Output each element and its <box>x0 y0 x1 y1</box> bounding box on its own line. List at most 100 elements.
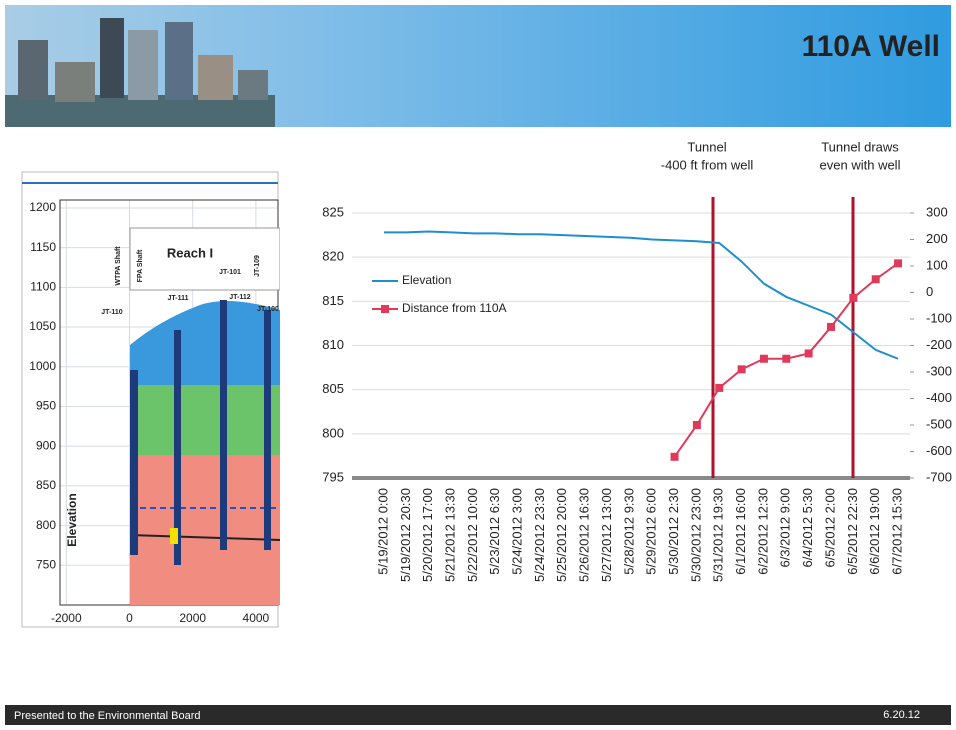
section-label: JT-110 <box>101 309 123 316</box>
x-tick-label: 5/30/2012 2:30 <box>666 488 681 575</box>
point-marker <box>849 293 858 302</box>
x-tick-label: 6/1/2012 16:00 <box>733 488 748 575</box>
point-marker <box>759 354 768 363</box>
x-tick-label: 0 <box>126 611 133 625</box>
y-tick-label: 825 <box>322 204 344 219</box>
x-tick-label: 5/19/2012 20:30 <box>398 488 413 582</box>
y-tick-label: 1000 <box>29 359 56 373</box>
section-label: Reach I <box>167 245 213 260</box>
y-tick-label: 795 <box>322 469 344 484</box>
point-marker <box>737 365 746 374</box>
annotation: even with well <box>820 157 901 172</box>
x-tick-label: 4000 <box>243 611 270 625</box>
x-tick-label: 6/5/2012 22:30 <box>845 488 860 575</box>
geology: Reach I WTPA Shaft FPA Shaft JT-109 JT-110 JT… <box>101 227 280 605</box>
point-marker <box>871 275 880 284</box>
y2-tick-label: -200 <box>926 337 952 352</box>
x-tick-label: 5/23/2012 6:30 <box>487 488 502 575</box>
x-tick-label: -2000 <box>51 611 82 625</box>
layer <box>130 455 280 605</box>
y-tick-label: 805 <box>322 381 344 396</box>
x-tick-label: 5/22/2012 10:00 <box>465 488 480 582</box>
section-label: JT-112 <box>229 294 251 301</box>
y2-tick-label: -600 <box>926 443 952 458</box>
annotation: Tunnel draws <box>821 139 899 154</box>
x-tick-label: 5/25/2012 20:00 <box>554 488 569 582</box>
section-label: JT-101 <box>219 269 241 276</box>
y-tick-label: 950 <box>36 399 56 413</box>
x-tick-label: 5/28/2012 9:30 <box>621 488 636 575</box>
y-tick-label: 815 <box>322 293 344 308</box>
y2-tick-label: 200 <box>926 231 948 246</box>
y-axis-label: Elevation <box>65 493 79 546</box>
x-tick-label: 5/24/2012 3:00 <box>510 488 525 575</box>
layer <box>130 301 280 385</box>
slide-title: 110A Well <box>802 30 940 63</box>
legend-label: Elevation <box>402 273 451 287</box>
x-tick-label: 5/26/2012 16:30 <box>577 488 592 582</box>
x-tick-label: 5/21/2012 13:30 <box>442 488 457 582</box>
y-tick-label: 850 <box>36 478 56 492</box>
legend-marker <box>381 305 389 313</box>
y-tick-label: 1150 <box>30 240 56 254</box>
footer-text: Presented to the Environmental Board <box>14 710 201 722</box>
point-marker <box>782 354 791 363</box>
marker <box>170 528 178 544</box>
label-box <box>129 227 280 291</box>
y2-tick-label: -100 <box>926 310 952 325</box>
x-tick-label: 5/27/2012 13:00 <box>599 488 614 582</box>
annotation: -400 ft from well <box>661 157 754 172</box>
skyline <box>5 18 275 127</box>
x-tick-label: 5/30/2012 23:00 <box>688 488 703 582</box>
x-tick-label: 6/6/2012 19:00 <box>867 488 882 575</box>
y2-tick-label: -700 <box>926 469 952 484</box>
x-tick-label: 2000 <box>179 611 206 625</box>
point-marker <box>715 383 724 392</box>
point-marker <box>827 322 835 331</box>
x-tick-label: 6/2/2012 12:30 <box>755 488 770 575</box>
y2-tick-label: -400 <box>926 390 952 405</box>
y2-tick-label: -500 <box>926 416 952 431</box>
y-tick-label: 800 <box>322 425 344 440</box>
borehole <box>264 310 271 550</box>
y2-tick-label: 300 <box>926 204 948 219</box>
section-label: JT-109 <box>254 255 261 277</box>
y-tick-label: 800 <box>36 518 56 532</box>
borehole <box>174 330 181 565</box>
section-label: FPA Shaft <box>137 249 144 282</box>
annotation: Tunnel <box>687 139 726 154</box>
x-tick-label: 5/31/2012 19:30 <box>711 488 726 582</box>
x-tick-label: 6/4/2012 5:30 <box>800 488 815 568</box>
y-tick-label: 810 <box>322 337 344 352</box>
x-tick-label: 6/5/2012 2:00 <box>822 488 837 568</box>
y-tick-label: 1050 <box>29 319 56 333</box>
y-tick-label: 820 <box>322 249 344 264</box>
x-tick-label: 6/7/2012 15:30 <box>889 488 904 575</box>
y2-tick-label: 100 <box>926 257 948 272</box>
y-tick-label: 1100 <box>30 280 56 294</box>
series-line <box>384 230 899 360</box>
section-label: JT-100 <box>257 306 279 313</box>
footer-bar <box>5 705 951 725</box>
x-tick-label: 5/20/2012 17:00 <box>420 488 435 582</box>
point-marker <box>804 349 813 358</box>
y2-tick-label: -300 <box>926 363 952 378</box>
layer <box>130 385 280 455</box>
section-label: JT-111 <box>167 295 188 302</box>
legend-label: Distance from 110A <box>402 301 507 315</box>
borehole <box>130 370 138 555</box>
point-marker <box>670 452 679 461</box>
point-marker <box>894 259 903 268</box>
tunnel-line <box>129 534 280 541</box>
y-tick-label: 1200 <box>29 200 56 214</box>
x-tick-label: 6/3/2012 9:00 <box>778 488 793 568</box>
borehole <box>220 300 227 550</box>
y-tick-label: 750 <box>36 557 56 571</box>
x-tick-label: 5/19/2012 0:00 <box>375 488 390 575</box>
y-tick-label: 900 <box>36 438 56 452</box>
section-label: WTPA Shaft <box>115 246 122 286</box>
y2-tick-label: 0 <box>926 284 933 299</box>
x-tick-label: 5/24/2012 23:30 <box>532 488 547 582</box>
x-tick-label: 5/29/2012 6:00 <box>644 488 659 575</box>
